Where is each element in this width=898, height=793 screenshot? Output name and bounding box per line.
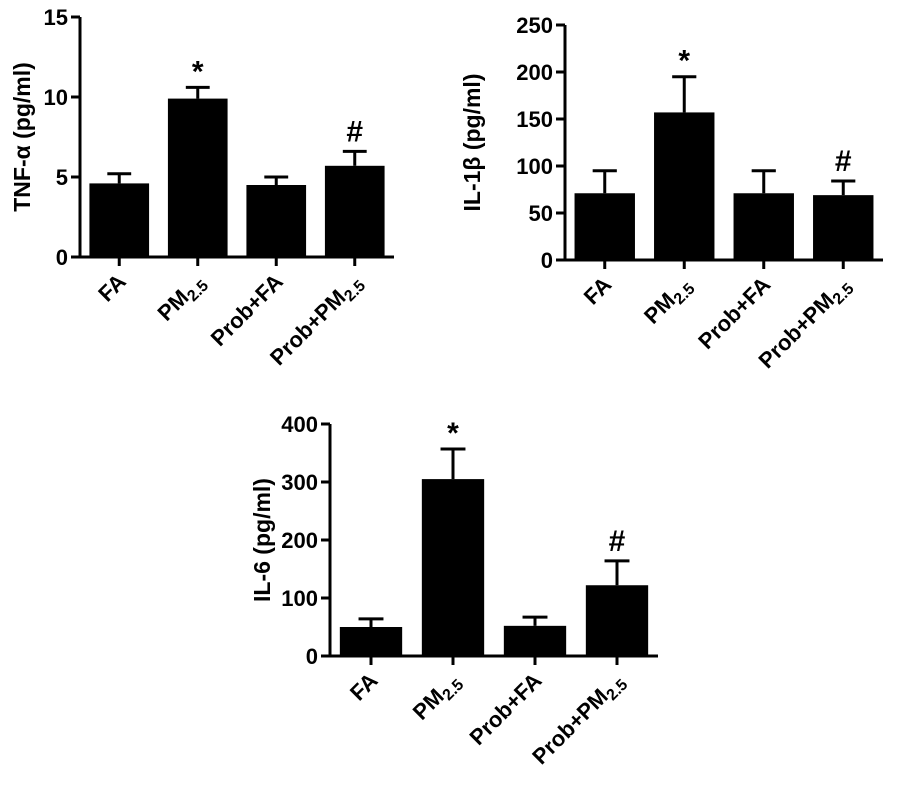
significance-mark: # xyxy=(346,115,363,148)
y-tick-label: 300 xyxy=(281,470,318,495)
bar xyxy=(574,193,635,260)
y-tick-label: 0 xyxy=(306,644,318,669)
significance-mark: * xyxy=(192,55,204,88)
bar xyxy=(421,479,485,656)
bar xyxy=(503,625,567,656)
y-axis-label: TNF-α (pg/ml) xyxy=(9,62,35,212)
y-tick-label: 15 xyxy=(44,5,68,30)
y-tick-label: 0 xyxy=(541,248,553,273)
bar xyxy=(339,627,403,656)
bar xyxy=(246,185,307,257)
significance-mark: * xyxy=(447,417,459,450)
significance-mark: # xyxy=(835,145,852,178)
y-tick-label: 5 xyxy=(56,165,68,190)
y-axis-label: IL-6 (pg/ml) xyxy=(249,478,275,602)
bar xyxy=(654,112,715,260)
bar xyxy=(167,98,228,257)
x-tick-label: Prob+FA xyxy=(206,269,288,351)
x-tick-label: PM2.5 xyxy=(408,668,468,728)
y-tick-label: 0 xyxy=(56,245,68,270)
bar xyxy=(733,193,794,260)
x-tick-label: Prob+FA xyxy=(464,668,546,750)
x-tick-label: Prob+FA xyxy=(693,272,775,354)
x-tick-label: PM2.5 xyxy=(639,272,699,332)
x-tick-label: FA xyxy=(93,269,131,307)
y-axis-label: IL-1β (pg/ml) xyxy=(459,74,485,212)
y-tick-label: 250 xyxy=(516,13,553,38)
il-6-chart: 0 100 200 300 400 IL-6 (pg/ml) FA * PM2.5Prob+FA… xyxy=(249,412,658,769)
y-tick-label: 150 xyxy=(516,107,553,132)
x-tick-label: FA xyxy=(345,668,383,706)
y-tick-label: 50 xyxy=(529,201,553,226)
y-tick-label: 400 xyxy=(281,412,318,437)
significance-mark: # xyxy=(609,525,626,558)
bar xyxy=(813,195,874,260)
bar xyxy=(89,183,150,257)
x-tick-label: PM2.5 xyxy=(153,269,213,329)
y-tick-label: 200 xyxy=(281,528,318,553)
y-tick-label: 10 xyxy=(44,85,68,110)
bar xyxy=(585,585,649,656)
y-tick-label: 200 xyxy=(516,60,553,85)
il-1beta-chart: 0 50 100 150 200 250 IL-1β (pg/ml) FA * PM2.5Prob… xyxy=(459,13,883,373)
x-tick-label: FA xyxy=(579,272,617,310)
y-tick-label: 100 xyxy=(281,586,318,611)
significance-mark: * xyxy=(678,45,690,78)
bar xyxy=(324,165,385,257)
y-tick-label: 100 xyxy=(516,154,553,179)
